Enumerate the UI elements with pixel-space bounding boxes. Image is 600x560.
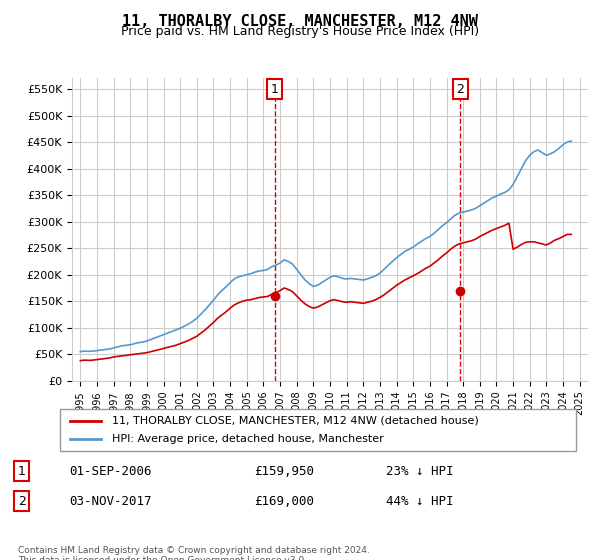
Text: 1: 1: [18, 464, 26, 478]
Text: 11, THORALBY CLOSE, MANCHESTER, M12 4NW (detached house): 11, THORALBY CLOSE, MANCHESTER, M12 4NW …: [112, 416, 478, 426]
Text: 01-SEP-2006: 01-SEP-2006: [70, 464, 152, 478]
Text: £169,000: £169,000: [254, 494, 314, 507]
Text: 2: 2: [457, 82, 464, 96]
Text: 03-NOV-2017: 03-NOV-2017: [70, 494, 152, 507]
Text: Price paid vs. HM Land Registry's House Price Index (HPI): Price paid vs. HM Land Registry's House …: [121, 25, 479, 38]
Text: 11, THORALBY CLOSE, MANCHESTER, M12 4NW: 11, THORALBY CLOSE, MANCHESTER, M12 4NW: [122, 14, 478, 29]
Text: Contains HM Land Registry data © Crown copyright and database right 2024.
This d: Contains HM Land Registry data © Crown c…: [18, 546, 370, 560]
Text: 1: 1: [271, 82, 278, 96]
Text: 23% ↓ HPI: 23% ↓ HPI: [386, 464, 454, 478]
Text: HPI: Average price, detached house, Manchester: HPI: Average price, detached house, Manc…: [112, 434, 383, 444]
Text: £159,950: £159,950: [254, 464, 314, 478]
Text: 44% ↓ HPI: 44% ↓ HPI: [386, 494, 454, 507]
FancyBboxPatch shape: [60, 409, 576, 451]
Text: 2: 2: [18, 494, 26, 507]
